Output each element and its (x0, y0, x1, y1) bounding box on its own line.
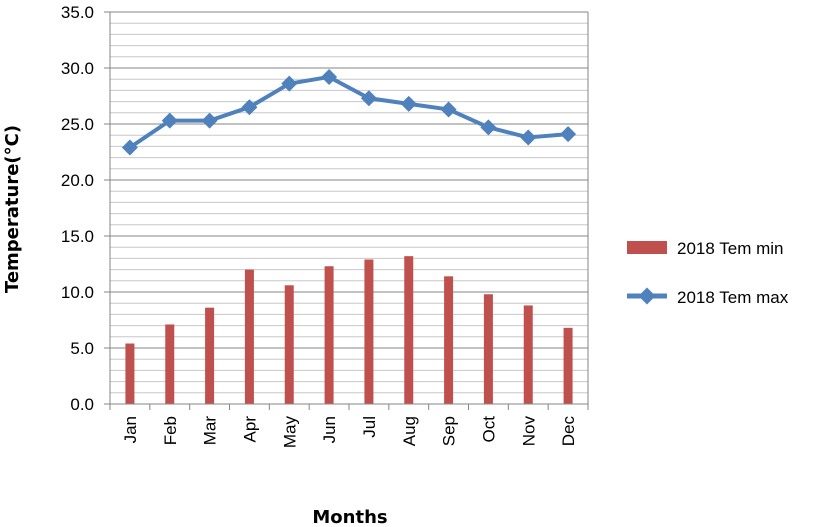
y-tick-label: 0.0 (70, 395, 94, 414)
y-tick-label: 30.0 (61, 59, 94, 78)
bar (324, 266, 334, 404)
x-tick-label: Feb (161, 416, 180, 445)
legend-label-max: 2018 Tem max (677, 288, 789, 307)
data-point-marker (360, 90, 377, 107)
x-tick-label: Apr (240, 416, 259, 443)
x-tick-label: Nov (519, 416, 538, 447)
gridlines (110, 11, 588, 394)
bar (125, 343, 135, 404)
data-point-marker (321, 68, 338, 85)
x-tick-label: Mar (201, 416, 220, 446)
bar-series (125, 256, 573, 404)
x-tick-label: Aug (400, 416, 419, 446)
x-tick-label: Jan (121, 416, 140, 443)
bar (523, 305, 533, 404)
series-line (128, 74, 569, 150)
bar (284, 285, 294, 404)
y-tick-label: 20.0 (61, 171, 94, 190)
line-series (121, 68, 577, 156)
data-point-marker (121, 139, 138, 156)
legend-label-min: 2018 Tem min (677, 239, 783, 258)
bar (165, 324, 175, 404)
data-point-marker (201, 112, 218, 129)
bar (563, 327, 573, 404)
y-tick-label: 10.0 (61, 283, 94, 302)
x-tick-label: Oct (479, 416, 498, 443)
x-tick-label: Dec (559, 416, 578, 447)
x-axis-title: Months (312, 507, 387, 527)
data-point-marker (520, 129, 537, 146)
bar (244, 269, 254, 404)
x-tick-labels: Jan Feb Mar Apr May Jun Jul Aug Sep Oct Nov Dec (121, 416, 578, 449)
axes (104, 11, 589, 410)
x-tick-label: Jun (320, 416, 339, 443)
y-tick-label: 35.0 (61, 3, 94, 22)
bar (364, 259, 374, 404)
x-tick-label: May (280, 416, 299, 449)
data-point-marker (440, 101, 457, 118)
legend-swatch-max-marker (638, 287, 656, 305)
data-point-marker (281, 75, 298, 92)
y-tick-labels: 0.0 5.0 10.0 15.0 20.0 25.0 30.0 35.0 (61, 3, 94, 414)
data-point-marker (161, 112, 178, 129)
x-tick-label: Jul (360, 416, 379, 438)
x-tick-label: Sep (440, 416, 459, 446)
legend-swatch-min (627, 241, 667, 254)
y-tick-label: 15.0 (61, 227, 94, 246)
bar (444, 276, 454, 404)
y-tick-label: 5.0 (70, 339, 94, 358)
data-point-marker (400, 95, 417, 112)
data-point-marker (480, 119, 497, 136)
data-point-marker (241, 99, 258, 116)
bar (205, 307, 215, 404)
bar (404, 256, 414, 404)
data-point-marker (560, 126, 577, 143)
y-axis-title: Temperature(°C) (2, 125, 23, 293)
bar (483, 294, 493, 404)
y-tick-label: 25.0 (61, 115, 94, 134)
legend: 2018 Tem min 2018 Tem max (627, 239, 789, 307)
